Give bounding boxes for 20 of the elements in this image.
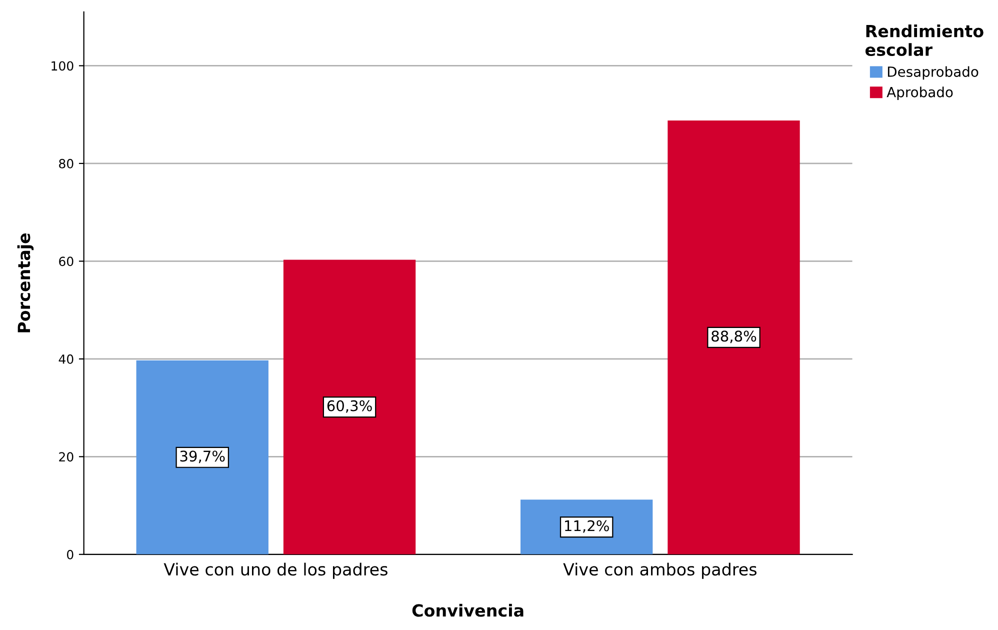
y-axis-title: Porcentaje: [17, 233, 34, 332]
y-tick-label: 60: [59, 256, 74, 266]
y-tick-label: 40: [58, 354, 74, 364]
data-label: 11,2%: [565, 520, 609, 533]
legend-label: Aprobado: [886, 86, 953, 100]
bar: [283, 260, 416, 554]
legend-title: Rendimiento escolar: [866, 24, 984, 56]
data-label: 60,3%: [327, 400, 372, 413]
data-label: 39,7%: [180, 450, 225, 464]
x-axis-title: Convivencia: [412, 604, 524, 617]
y-tick-label: 100: [52, 61, 74, 71]
y-tick-label: 20: [59, 452, 74, 462]
data-label: 88,8%: [712, 330, 756, 344]
x-tick-label: Vive con uno de los padres: [164, 562, 388, 579]
bar: [668, 120, 800, 554]
legend-label: Desaprobado: [888, 66, 978, 80]
y-tick-label: 80: [59, 158, 74, 168]
x-tick-label: Vive con ambos padres: [563, 562, 757, 579]
y-tick-label: 0: [66, 550, 74, 560]
bar: [136, 360, 268, 554]
